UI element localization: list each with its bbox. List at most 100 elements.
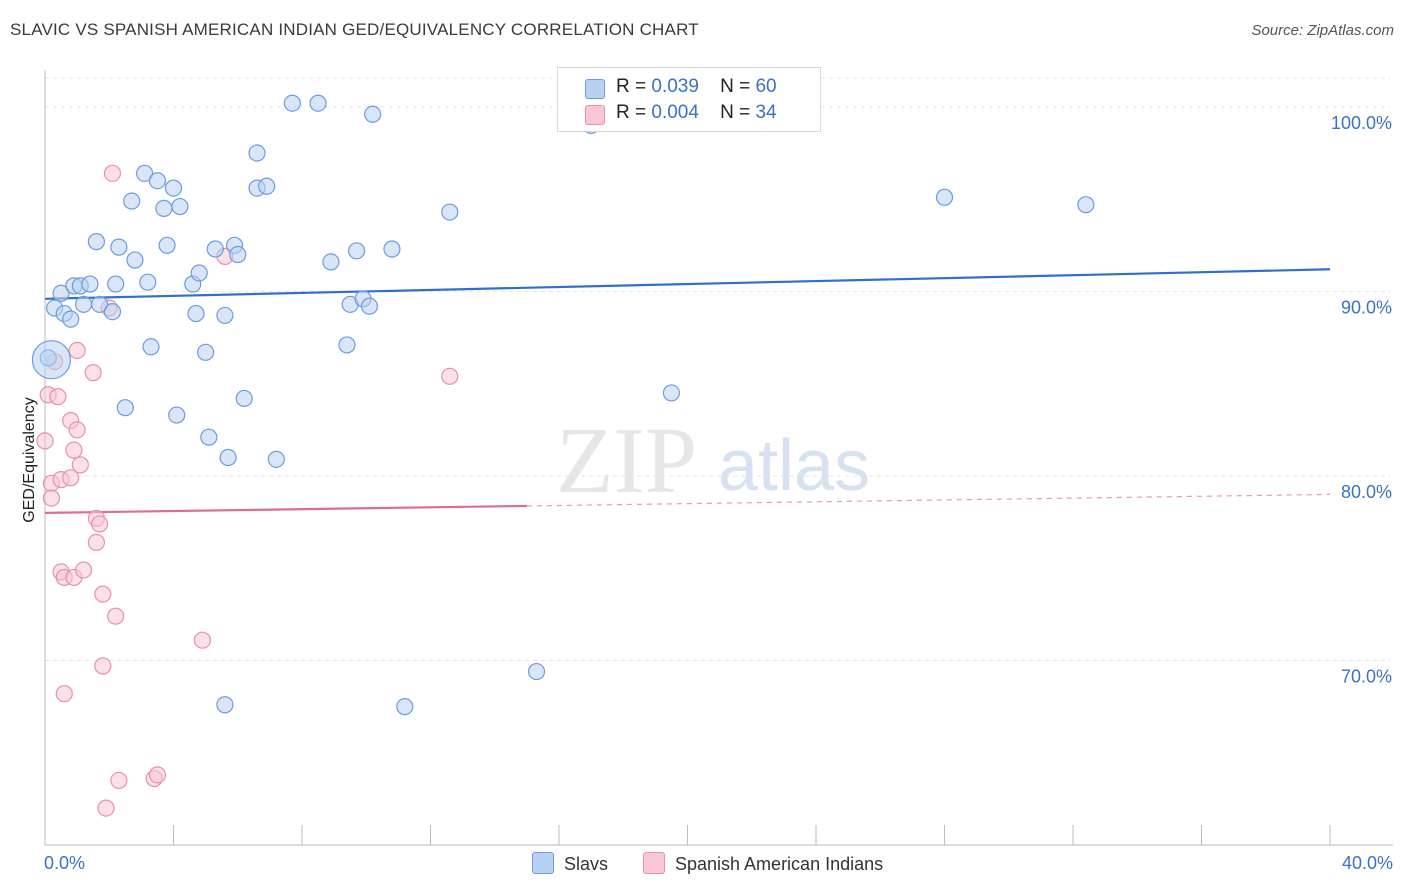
data-point-slavs (309, 94, 327, 112)
series-slavs (31, 94, 1095, 716)
bottom-legend-label-spanish: Spanish American Indians (675, 854, 884, 874)
data-point-slavs (126, 251, 144, 269)
x-tick-label-min: 0.0% (44, 853, 85, 873)
data-point-slavs (139, 273, 157, 291)
legend-n-value-slavs: 60 (755, 76, 777, 97)
data-point-slavs (283, 94, 301, 112)
data-point-slavs (110, 238, 128, 256)
data-point-spanish-american-indians (94, 657, 112, 675)
trend-line-spanish-solid (44, 504, 527, 514)
y-tick-label: 100.0% (1331, 113, 1392, 133)
data-point-spanish-american-indians (65, 441, 83, 459)
legend-swatch-slavs (585, 79, 605, 99)
bottom-legend-label-slavs: Slavs (564, 854, 609, 874)
tick-labels: 70.0% 80.0% 90.0% 100.0% 0.0% 40.0% (44, 113, 1393, 873)
legend-n-label: N = (720, 76, 751, 97)
y-tick-label: 70.0% (1341, 666, 1392, 686)
bottom-legend-swatch-slavs (532, 852, 554, 874)
data-point-slavs (135, 164, 154, 182)
data-point-slavs (396, 698, 414, 716)
legend-r-label: R = (616, 102, 647, 123)
data-point-spanish-american-indians (441, 367, 459, 385)
axes (44, 70, 1393, 846)
data-point-slavs (81, 275, 99, 293)
data-point-slavs (1077, 196, 1095, 214)
data-point-slavs (171, 197, 189, 216)
data-point-slavs (383, 240, 401, 258)
data-point-slavs (116, 399, 134, 417)
data-point-slavs (164, 179, 183, 197)
data-point-slavs (200, 428, 218, 446)
data-point-slavs (87, 233, 106, 251)
data-point-slavs (187, 304, 205, 323)
data-point-slavs (52, 284, 70, 302)
trend-line-spanish-dashed (526, 493, 1331, 507)
bottom-legend-swatch-spanish (643, 852, 665, 874)
data-point-slavs (441, 203, 459, 221)
data-point-spanish-american-indians (91, 515, 109, 533)
legend-r-value-slavs: 0.039 (651, 76, 699, 97)
data-point-slavs (155, 199, 173, 217)
data-point-spanish-american-indians (148, 766, 167, 784)
data-point-slavs (360, 297, 379, 315)
data-point-slavs (103, 303, 122, 321)
trend-line-slavs (44, 268, 1331, 300)
data-point-spanish-american-indians (36, 432, 54, 450)
data-point-slavs (216, 696, 234, 714)
data-point-spanish-american-indians (193, 631, 212, 649)
data-point-slavs (31, 340, 72, 380)
y-tick-label: 90.0% (1341, 297, 1392, 317)
data-point-slavs (142, 338, 160, 356)
data-point-spanish-american-indians (68, 421, 86, 439)
data-point-slavs (267, 450, 285, 468)
legend-swatch-spanish-american-indians (585, 105, 605, 125)
bottom-legend-slavs: Slavs (532, 852, 608, 875)
data-point-slavs (168, 406, 186, 424)
chart-title: SLAVIC VS SPANISH AMERICAN INDIAN GED/EQ… (10, 20, 699, 39)
data-point-slavs (235, 389, 253, 408)
data-point-spanish-american-indians (103, 164, 122, 182)
data-point-slavs (190, 264, 208, 282)
data-point-spanish-american-indians (97, 799, 115, 817)
data-point-spanish-american-indians (84, 364, 102, 382)
data-point-slavs (527, 662, 546, 681)
data-point-spanish-american-indians (87, 533, 106, 551)
data-point-spanish-american-indians (74, 561, 93, 579)
data-point-slavs (74, 295, 93, 313)
data-point-slavs (348, 242, 366, 260)
data-point-slavs (248, 144, 266, 162)
legend-box: R = 0.039 N = 60 R = 0.004 N = 34 (557, 67, 821, 132)
data-point-slavs (206, 240, 224, 258)
source-label: Source: ZipAtlas.com (1251, 22, 1394, 39)
data-point-slavs (229, 245, 247, 264)
data-point-spanish-american-indians (55, 685, 73, 703)
x-tick-label-max: 40.0% (1342, 853, 1393, 873)
data-point-slavs (662, 384, 681, 402)
data-point-slavs (219, 448, 237, 467)
data-point-slavs (216, 306, 234, 325)
trend-lines (44, 268, 1331, 514)
legend-n-label: N = (720, 102, 751, 123)
data-point-spanish-american-indians (94, 585, 112, 603)
legend-n-value-spanish: 34 (755, 102, 777, 123)
series-spanish-american-indians (36, 164, 459, 817)
data-point-slavs (935, 188, 954, 206)
data-point-slavs (62, 310, 80, 328)
data-point-slavs (158, 236, 176, 254)
data-point-spanish-american-indians (49, 388, 67, 406)
gridlines (45, 77, 1390, 661)
legend-r-label: R = (616, 76, 647, 97)
data-point-slavs (197, 343, 215, 361)
data-point-slavs (258, 177, 276, 195)
watermark-atlas: atlas (718, 426, 870, 506)
data-point-slavs (91, 295, 109, 313)
data-point-slavs (364, 105, 382, 123)
data-point-spanish-american-indians (42, 489, 61, 507)
data-point-slavs (322, 253, 340, 271)
data-point-spanish-american-indians (110, 771, 128, 790)
y-tick-label: 80.0% (1341, 482, 1392, 502)
data-point-slavs (107, 275, 125, 293)
data-point-spanish-american-indians (68, 341, 86, 360)
legend-r-value-spanish: 0.004 (651, 102, 699, 123)
